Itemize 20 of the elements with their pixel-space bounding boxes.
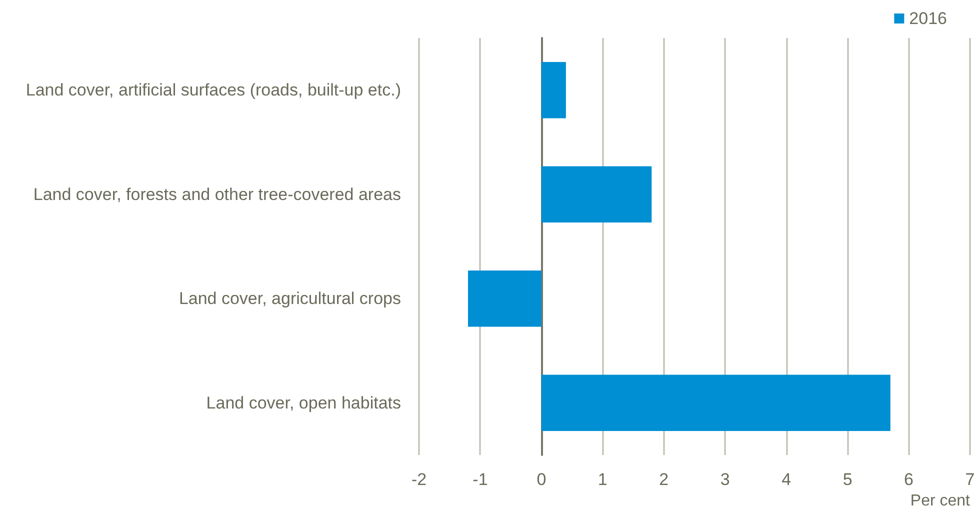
- legend-label: 2016: [909, 9, 948, 28]
- x-tick-label: -2: [411, 470, 427, 489]
- y-tick-label: Land cover, artificial surfaces (roads, built-up etc.): [26, 80, 401, 100]
- x-tick-label: 3: [720, 470, 730, 489]
- y-tick-label: Land cover, forests and other tree-covered areas: [33, 184, 401, 204]
- bar: [541, 166, 652, 223]
- bar: [541, 374, 890, 432]
- x-tick-label: 7: [965, 470, 975, 489]
- bar: [541, 62, 566, 118]
- x-tick-label: 1: [598, 470, 608, 489]
- x-tick-label: 6: [904, 470, 914, 489]
- y-tick-label: Land cover, open habitats: [206, 393, 401, 412]
- x-tick-label: 5: [842, 470, 852, 489]
- x-tick-label: 4: [782, 470, 792, 489]
- x-tick-label: 2: [659, 470, 669, 489]
- y-tick-label: Land cover, agricultural crops: [178, 289, 401, 308]
- x-tick-label: 0: [536, 470, 546, 489]
- x-tick-label: -1: [472, 470, 488, 489]
- bar: [468, 270, 542, 327]
- x-axis-title: Per cent: [910, 492, 971, 510]
